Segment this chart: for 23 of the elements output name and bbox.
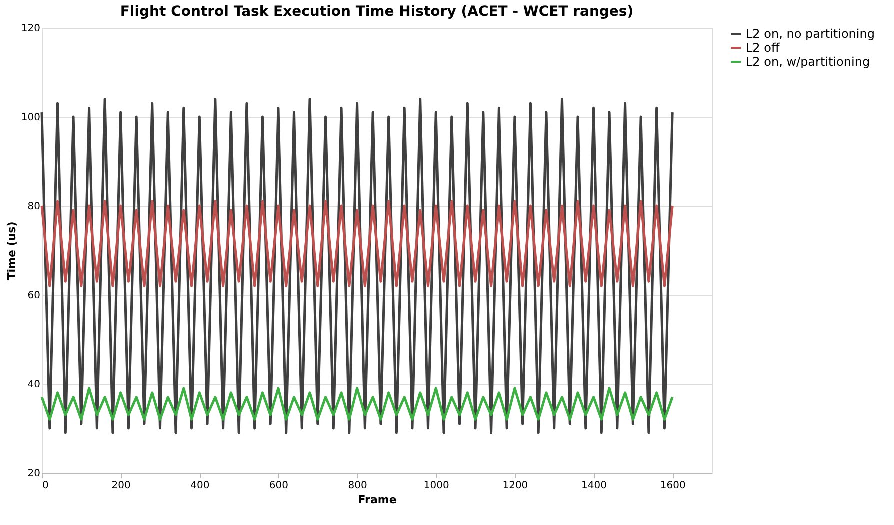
x-axis-title: Frame [358, 494, 397, 506]
legend-label: L2 off [746, 41, 780, 55]
line-series [40, 387, 674, 421]
chart-title: Flight Control Task Execution Time History (ACET - WCET ranges) [120, 4, 634, 20]
legend-label: L2 on, no partitioning [746, 27, 875, 41]
x-tick-label: 1200 [502, 480, 528, 492]
y-tick-label: 100 [21, 112, 40, 124]
x-tick-label: 200 [112, 480, 131, 492]
y-tick-label: 120 [21, 24, 40, 34]
y-tick-label: 60 [28, 290, 40, 302]
x-tick-label: 1400 [582, 480, 607, 492]
x-tick-label: 1000 [424, 480, 450, 492]
legend-label: L2 on, w/partitioning [746, 55, 870, 69]
y-tick-label: 80 [28, 202, 40, 212]
x-tick-label: 1600 [660, 480, 686, 492]
y-axis-title: Time (us) [5, 222, 18, 280]
x-tick-label: 400 [190, 480, 210, 492]
x-tick-label: 0 [42, 480, 49, 492]
y-tick-label: 40 [28, 380, 40, 390]
x-tick-label: 600 [269, 480, 289, 492]
line-series [40, 200, 674, 288]
x-tick-label: 800 [348, 480, 368, 492]
y-tick-label: 20 [28, 468, 40, 480]
